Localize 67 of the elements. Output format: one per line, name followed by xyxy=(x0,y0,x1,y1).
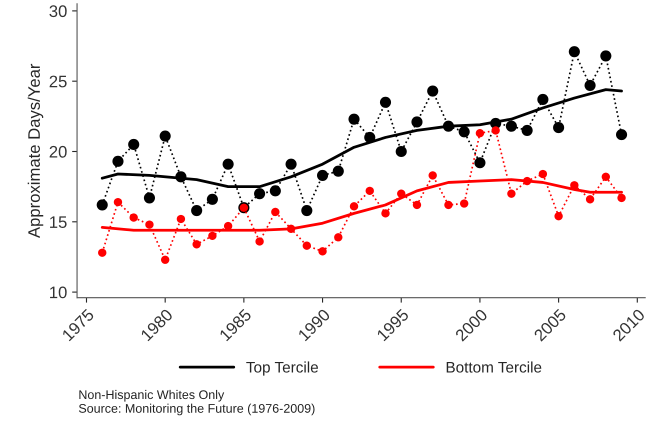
point xyxy=(602,172,610,181)
point xyxy=(191,204,202,216)
point xyxy=(176,214,186,224)
point xyxy=(506,120,517,132)
point xyxy=(427,85,438,97)
point xyxy=(428,171,437,180)
point xyxy=(192,240,201,248)
point xyxy=(270,185,281,196)
point xyxy=(316,170,328,181)
point xyxy=(507,190,516,198)
point xyxy=(302,242,311,250)
point xyxy=(348,114,360,125)
point xyxy=(616,129,628,140)
point xyxy=(254,188,266,200)
point xyxy=(381,209,390,218)
source-note: Source: Monitoring the Future (1976-2009) xyxy=(78,404,315,416)
point xyxy=(301,204,312,216)
y-tick-label: 30 xyxy=(49,5,67,18)
point xyxy=(554,212,563,220)
y-tick-label: 10 xyxy=(50,286,67,298)
point xyxy=(350,202,358,210)
point xyxy=(538,170,548,178)
point xyxy=(553,122,564,134)
point xyxy=(444,200,453,210)
point xyxy=(286,158,297,170)
point xyxy=(318,247,327,256)
point xyxy=(600,50,612,62)
point xyxy=(522,124,533,136)
point xyxy=(366,186,374,196)
point xyxy=(584,80,596,91)
point xyxy=(255,237,264,246)
point xyxy=(271,208,280,216)
point xyxy=(222,158,234,170)
point xyxy=(144,192,155,204)
legend-label: Bottom Tercile xyxy=(446,361,542,373)
point xyxy=(98,248,106,257)
point xyxy=(586,195,594,204)
point xyxy=(334,233,342,242)
point xyxy=(160,130,171,142)
y-tick-label: 20 xyxy=(50,146,67,158)
point xyxy=(208,232,217,240)
point xyxy=(568,46,580,58)
point xyxy=(476,129,484,138)
point xyxy=(112,156,124,167)
point xyxy=(145,220,154,229)
point xyxy=(617,194,626,202)
legend-label: Top Tercile xyxy=(246,361,318,376)
point xyxy=(130,213,138,222)
y-axis-title: Approximate Days/Year xyxy=(28,64,44,238)
point xyxy=(380,96,392,108)
text: Non-Hispanic Whites Only xyxy=(79,390,224,402)
y-tick-label: 25 xyxy=(50,76,67,88)
point xyxy=(128,138,140,150)
point xyxy=(396,146,407,158)
point xyxy=(114,198,122,206)
point xyxy=(206,194,218,205)
point xyxy=(474,157,486,168)
y-tick-label: 15 xyxy=(50,216,67,228)
point xyxy=(491,126,500,135)
point xyxy=(412,200,422,210)
point xyxy=(161,256,170,264)
point xyxy=(458,126,470,138)
point xyxy=(460,199,468,208)
point xyxy=(411,116,423,128)
point xyxy=(537,94,548,106)
point xyxy=(96,199,108,210)
point xyxy=(332,166,344,177)
